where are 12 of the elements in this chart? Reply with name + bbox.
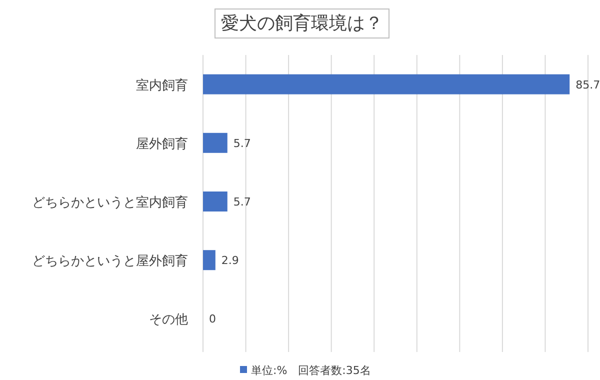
y-tick-label: 屋外飼育 <box>136 136 188 152</box>
legend-label: 単位:% 回答者数:35名 <box>251 364 371 377</box>
data-label: 2.9 <box>221 254 239 268</box>
data-label: 85.7 <box>576 78 600 92</box>
y-tick-label: 室内飼育 <box>136 77 188 94</box>
data-label: 5.7 <box>233 196 251 208</box>
data-label: 0 <box>209 312 216 326</box>
y-tick-label: その他 <box>149 312 188 328</box>
y-tick-label: どちらかというと屋外飼育 <box>32 253 188 270</box>
chart-title: 愛犬の飼育環境は？ <box>221 13 383 34</box>
y-tick-label: どちらかというと室内飼育 <box>32 194 188 210</box>
data-label: 5.7 <box>233 136 251 150</box>
